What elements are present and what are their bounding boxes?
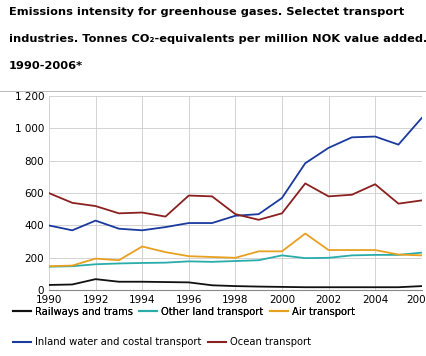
Legend: Inland water and costal transport, Ocean transport: Inland water and costal transport, Ocean… xyxy=(9,333,315,351)
Text: Emissions intensity for greenhouse gases. Selectet transport: Emissions intensity for greenhouse gases… xyxy=(9,7,404,17)
Text: 1990-2006*: 1990-2006* xyxy=(9,61,83,70)
Text: industries. Tonnes CO₂-equivalents per million NOK value added.: industries. Tonnes CO₂-equivalents per m… xyxy=(9,34,426,44)
Legend: Railways and trams, Other land transport, Air transport: Railways and trams, Other land transport… xyxy=(9,303,359,321)
